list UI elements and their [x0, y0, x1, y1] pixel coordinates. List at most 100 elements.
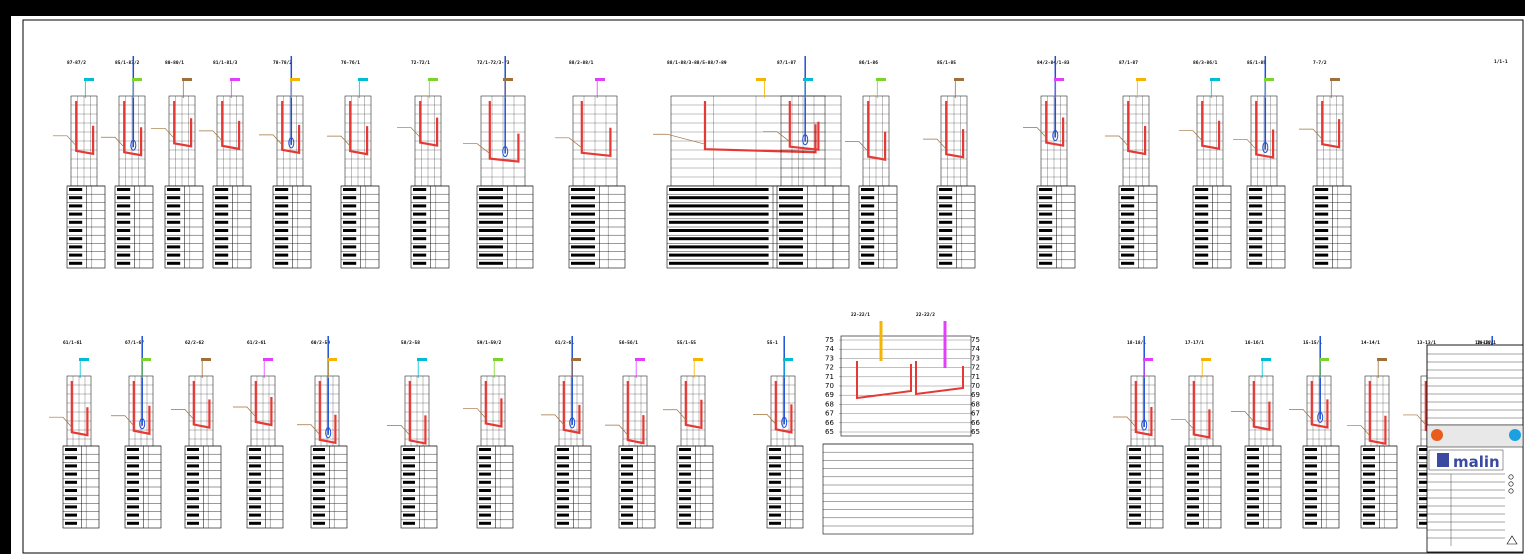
row2-profile-6: 59/1-59/2 [463, 340, 514, 529]
row1-profile-label: 80-80/1 [165, 60, 184, 66]
row1-profile-label: 72-72/1 [411, 60, 430, 66]
scale-tick: 69 [971, 391, 980, 399]
scale-tick: 68 [825, 400, 834, 408]
scale-tick: 69 [825, 391, 834, 399]
scale-tick: 66 [971, 419, 980, 427]
row2-profile-9: 55/1-55 [663, 340, 714, 529]
row2-profile-label: 59/1-59/2 [477, 340, 502, 346]
row2-profile-3: 61/2-61 [233, 340, 284, 529]
row1-profile-7: 72/1-72/3-73 [463, 56, 534, 269]
row1-profile-8: 88/2-88/1 [555, 60, 626, 269]
scale-tick: 66 [825, 419, 834, 427]
row1-profile-2: 80-80/1 [151, 60, 204, 269]
row1-profile-10: 87/1-87 [763, 56, 834, 269]
profiles-row-1: 87-87/2 85/1-83/2 80-80/1 81/1-81/3 78-78/2 7… [53, 56, 1352, 269]
row1-profile-11: 86/1-86 [845, 60, 898, 269]
sheet-border [22, 19, 1524, 554]
row1-profile-13: 84/2-84/1-83 [1023, 56, 1076, 269]
partner-seal-icon [1509, 429, 1521, 441]
row1-profile-label: 88/2-88/1 [569, 60, 594, 66]
row2-profile-label: 17-17/1 [1185, 340, 1204, 346]
row2-profile-label: 13-13/1 [1417, 340, 1436, 346]
company-logo-text: malin [1453, 453, 1500, 471]
row2-profile-label: 12-12/1 [1475, 340, 1494, 346]
scale-tick: 65 [971, 428, 980, 436]
sheet-number: 1/1-1 [1494, 59, 1508, 65]
row2-profile-label: 14-14/1 [1361, 340, 1380, 346]
row2-profile-5: 58/2-58 [387, 340, 438, 529]
pipe-profile-sheet: 1/1-1 87-87/2 85/1-83/2 80-80/1 81/1-81/3 78… [22, 19, 1524, 554]
row1-profile-label: 7-7/2 [1313, 60, 1327, 66]
row2-profile-label: 62/2-62 [185, 340, 204, 346]
row2-profile-label: 22-22/1 [851, 312, 870, 318]
row2-profile-7: 61/2-61 [541, 336, 592, 529]
row2-profile-13: 18-18/1 [1113, 336, 1164, 529]
row2-profile-1: 67/1-67 [111, 336, 162, 529]
title-block-lines [1427, 353, 1523, 546]
row1-profile-label: 88/1-88/3-88/5-88/7-89 [667, 60, 727, 66]
company-seal-icon [1431, 429, 1443, 441]
row1-profile-label: 85/1-85 [1247, 60, 1266, 66]
row1-profile-label: 87/1-87 [1119, 60, 1138, 66]
scale-tick: 73 [825, 354, 834, 362]
row1-profile-5: 76-76/1 [327, 60, 380, 269]
scale-tick: 72 [825, 364, 834, 372]
row1-profile-label: 86/3-86/1 [1193, 60, 1218, 66]
profiles-row-2: 61/1-61 67/1-67 62/2-62 61/2-61 60/2-59 58/2-… [49, 312, 1514, 529]
scale-tick: 72 [971, 364, 980, 372]
scale-tick: 71 [971, 373, 980, 381]
scale-tick: 75 [825, 336, 834, 344]
row2-profile-15: 16-16/1 [1231, 340, 1282, 529]
row2-profile-2: 62/2-62 [171, 340, 222, 529]
row1-profile-label: 76-76/1 [341, 60, 360, 66]
row1-profile-12: 85/1-85 [923, 60, 976, 269]
row2-profile-14: 17-17/1 [1171, 340, 1222, 529]
row1-profile-16: 85/1-85 [1233, 56, 1286, 269]
scale-tick: 70 [825, 382, 834, 390]
row2-profile-label: 10-10/1 [1477, 340, 1496, 346]
scale-tick: 70 [971, 382, 980, 390]
row2-profile-label: 61/1-61 [63, 340, 82, 346]
row1-profile-0: 87-87/2 [53, 60, 106, 269]
row1-profile-label: 86/1-86 [859, 60, 878, 66]
scale-tick: 65 [825, 428, 834, 436]
row2-profile-label: 61/2-61 [555, 340, 574, 346]
row2-profile-label: 56-56/1 [619, 340, 638, 346]
row2-profile-10: 55-1 [753, 336, 804, 529]
row2-profile-label: 60/2-59 [311, 340, 330, 346]
row2-profile-4: 60/2-59 [297, 336, 348, 529]
row2-profile-17: 14-14/1 [1347, 340, 1398, 529]
row1-profile-label: 72/1-72/3-73 [477, 60, 510, 66]
row1-profile-label: 81/1-81/3 [213, 60, 238, 66]
row2-profile-label: 18-18/1 [1127, 340, 1146, 346]
row1-profile-6: 72-72/1 [397, 60, 450, 269]
row1-profile-label: 87/1-87 [777, 60, 796, 66]
row1-profile-label: 85/1-85 [937, 60, 956, 66]
row2-profile-8: 56-56/1 [605, 340, 656, 529]
row2-profile-16: 15-15/1 [1289, 336, 1340, 529]
row2-profile-label: 15-15/1 [1303, 340, 1322, 346]
scale-tick: 71 [825, 373, 834, 381]
malin-logo-icon [1437, 453, 1449, 467]
scale-tick: 75 [971, 336, 980, 344]
scale-tick: 67 [825, 410, 834, 418]
row1-profile-4: 78-78/2 [259, 56, 312, 269]
row2-profile-label: 55-1 [767, 340, 778, 346]
row1-profile-15: 86/3-86/1 [1179, 60, 1232, 269]
scale-tick: 68 [971, 400, 980, 408]
row1-profile-label: 87-87/2 [67, 60, 86, 66]
scale-tick: 67 [971, 410, 980, 418]
row2-profile-label: 55/1-55 [677, 340, 696, 346]
row2-profile-label: 58/2-58 [401, 340, 420, 346]
row2-profile-label: 67/1-67 [125, 340, 144, 346]
row1-profile-3: 81/1-81/3 [199, 60, 252, 269]
row2-profile-label: 22-22/2 [916, 312, 935, 318]
scale-tick: 73 [971, 354, 980, 362]
row1-profile-1: 85/1-83/2 [101, 56, 154, 269]
row1-profile-17: 7-7/2 [1299, 60, 1352, 269]
row1-profile-label: 78-78/2 [273, 60, 292, 66]
row1-profile-14: 87/1-87 [1105, 60, 1158, 269]
